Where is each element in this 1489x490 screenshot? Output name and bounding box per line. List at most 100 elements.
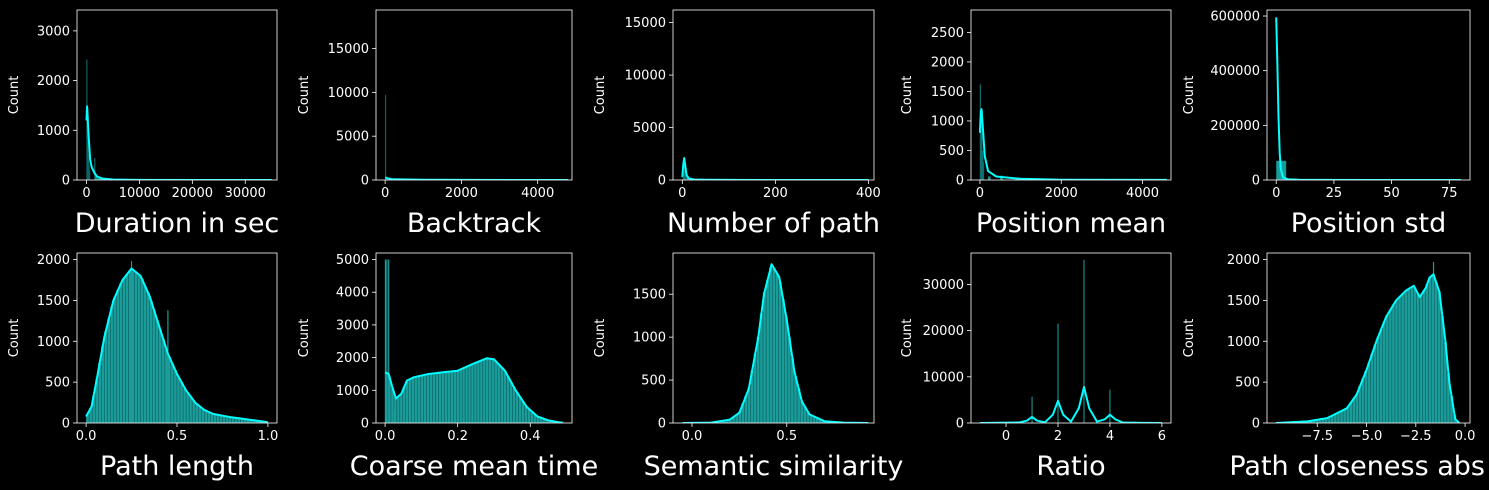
y-tick-label: 15000 [328,42,369,57]
x-tick-label: 2000 [445,186,478,201]
histogram-bar [982,162,985,180]
y-tick-label: 0 [1252,174,1260,189]
histogram-bar [1358,386,1362,423]
y-tick-label: 400000 [1210,64,1260,79]
plot-area [384,259,564,423]
y-tick-label: 3000 [336,318,369,333]
y-tick-label: 5000 [336,253,369,268]
y-tick-label: 10000 [923,370,964,385]
histogram-bar [1373,344,1377,423]
histogram-bar [1407,288,1411,423]
histogram-bar [1425,284,1429,423]
histogram-bar [467,365,472,423]
histogram-bar [1379,328,1383,423]
histogram-bar [765,279,770,423]
histogram-bar [491,358,495,423]
histogram-bar [1342,409,1347,423]
x-tick-label: 2000 [1045,186,1078,201]
histogram-bar [149,300,153,423]
y-axis-label: Count [900,319,915,358]
histogram-bar [464,366,469,423]
y-tick-label: 1000 [1227,335,1260,350]
histogram-bar [388,259,390,423]
histogram-bar [216,414,220,423]
plot-area [980,259,1162,423]
y-tick-label: 0 [62,417,70,432]
histogram-bar [1428,276,1432,423]
histogram-bar [417,375,421,423]
axes-frame [1266,252,1471,424]
kde-line [978,108,1167,180]
histogram-bar [1339,410,1344,423]
y-tick-label: 1500 [1227,294,1260,309]
histogram-bar [411,377,415,423]
x-axis-label: Position mean [976,208,1166,239]
histogram-bar [384,94,387,180]
histogram-bar [1423,300,1425,423]
x-axis-label: Number of path [667,208,880,239]
histogram-bar [444,371,448,423]
histogram-bar [113,296,117,423]
subplot-7: 0.0 0.2 0.4 0 1000 2000 3000 4000 5000 Coarse mea… [297,252,598,482]
x-tick-label: 4 [1106,429,1114,444]
axes-frame [970,252,1172,424]
x-tick-label: 0 [1002,429,1010,444]
x-tick-label: 400 [856,186,881,201]
histogram-bar [506,376,510,423]
subplot-9: 0 2 4 6 0 10000 20000 30000 Ratio Count [900,252,1172,482]
histogram-bar [194,403,199,423]
y-tick-label: 1500 [931,85,964,100]
histogram-bar [512,387,516,423]
histogram-bar [399,393,404,423]
y-tick-label: 10000 [328,86,369,101]
histogram-bar [987,176,991,180]
x-tick-label: 200 [763,186,788,201]
kde-line [682,263,869,423]
histogram-bar [173,370,178,423]
y-tick-label: 5000 [336,130,369,145]
histogram-bar [1400,293,1405,423]
y-tick-label: 0 [956,174,964,189]
x-tick-label: 0.5 [776,429,797,444]
x-tick-label: 0 [381,186,389,201]
histogram-bar [1437,291,1442,423]
histogram-bar [509,381,513,423]
x-axis-label: Semantic similarity [644,451,904,482]
histogram-bar [130,261,133,423]
kde-line [85,105,272,180]
x-axis-label: Coarse mean time [350,451,598,482]
histogram-bar [207,411,211,423]
histogram-bar [769,267,773,423]
histogram-bar [1397,296,1402,423]
y-axis-label: Count [7,76,22,115]
histogram-bar [432,373,436,423]
histogram-bar [772,267,776,423]
histogram-bar [762,291,767,423]
kde-line [85,267,269,423]
y-tick-label: 500 [1235,376,1260,391]
histogram-bar [518,396,522,423]
y-axis-label: Count [7,319,22,358]
y-tick-label: 0 [361,417,369,432]
x-tick-label: 4000 [521,186,554,201]
y-tick-label: 2500 [931,26,964,41]
histogram-bar [125,274,129,423]
x-axis-label: Path length [100,451,254,482]
histogram-bar [778,281,782,423]
y-axis-label: Count [593,319,608,358]
y-tick-label: 1000 [37,335,70,350]
y-tick-label: 2000 [336,351,369,366]
histogram-bar [482,359,487,423]
y-tick-label: 1500 [633,288,666,303]
histogram-bar [188,396,193,423]
x-tick-label: 6 [1158,429,1166,444]
histogram-bar [405,380,409,423]
y-axis-label: Count [593,76,608,115]
histogram-bar [500,367,504,423]
histogram-bar [137,274,141,423]
y-tick-label: 4000 [336,286,369,301]
histogram-bar [494,361,498,423]
x-tick-label: 0 [678,186,686,201]
histogram-bar [473,362,478,423]
